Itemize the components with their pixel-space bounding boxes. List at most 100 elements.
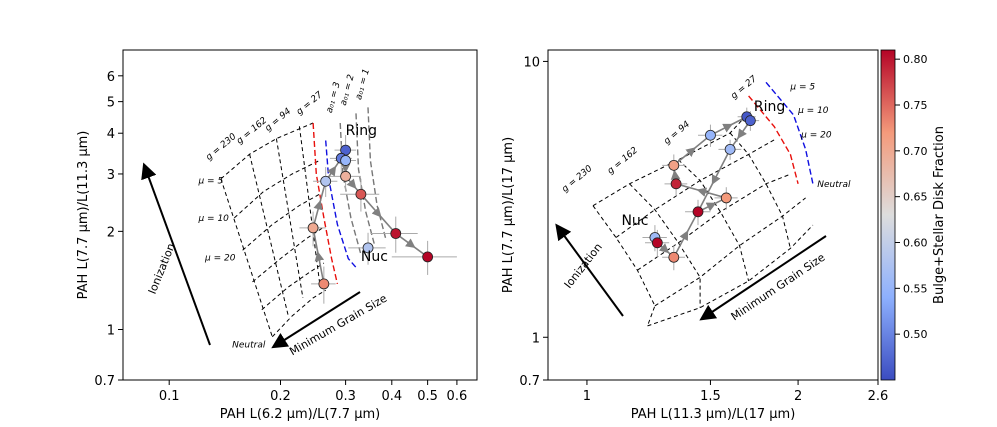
colorbar-label: Bulge+Stellar Disk Fraction [932,126,947,304]
data-point [692,206,704,218]
x-axis-label: PAH L(11.3 μm)/L(17 μm) [631,407,796,422]
data-point [651,237,663,249]
mu-label: μ = 20 [204,253,236,263]
model-grid-line [592,205,656,327]
neutral-label: Neutral [232,341,266,351]
grain-size-arrow [271,291,361,349]
grain-size-arrow [699,235,827,321]
model-grid-line [261,262,325,311]
model-dashed-curve [339,122,362,255]
x-axis-label: PAH L(6.2 μm)/L(7.7 μm) [220,407,380,422]
data-point [422,251,434,263]
g-label: g = 27 [729,74,759,101]
model-dashed-curve [325,140,357,268]
model-grid-line [637,173,791,271]
g-label: g = 27 [295,90,325,117]
x-tick-label: 1.5 [700,389,721,404]
x-tick-label: 0.5 [417,389,438,404]
y-tick-label: 5 [107,96,115,111]
ionization-arrow [141,162,211,346]
g-label: g = 162 [235,115,269,146]
model-grid-line [647,224,814,327]
mu-label: μ = 20 [800,130,832,140]
point-annotation: Ring [754,99,785,115]
y-tick-label: 1 [532,331,540,346]
data-point [670,178,682,190]
model-grid-line [298,126,320,282]
y-axis-label: PAH L(7.7 μm)/L(11.3 μm) [76,131,91,300]
data-point [705,129,716,141]
grain-size-label: Minimum Grain Size [287,292,389,359]
mu-label: μ = 5 [789,83,815,93]
g-label: g = 94 [662,119,692,146]
point-annotation: Ring [346,123,377,139]
y-tick-label: 0.7 [519,374,540,389]
model-grid-line [242,193,320,251]
model-grid-line [249,154,289,317]
y-axis-label: PAH L(7.7 μm)/L(17 μm) [501,137,516,293]
mu-label: μ = 5 [197,177,223,187]
model-grid-line [233,160,320,219]
colorbar-tick-label: 0.65 [903,191,928,204]
model-grid-line [629,183,701,308]
data-point [340,155,352,166]
x-tick-label: 1 [583,389,591,404]
model-dashed-curve [765,81,814,184]
data-point [355,188,367,200]
colorbar-tick-label: 0.75 [903,99,928,112]
data-point [307,222,319,234]
g-label: g = 230 [204,132,238,163]
x-tick-label: 0.3 [335,389,356,404]
x-tick-label: 0.1 [159,389,180,404]
model-grid-line [654,197,806,307]
x-tick-label: 0.4 [381,389,402,404]
data-point [320,175,332,187]
y-tick-label: 4 [107,127,115,142]
x-tick-label: 2 [794,389,802,404]
data-point [668,251,680,263]
colorbar-tick-label: 0.50 [903,328,928,341]
data-point [668,159,680,171]
mu-label: μ = 10 [197,214,229,224]
x-tick-label: 0.2 [270,389,291,404]
colorbar-tick-label: 0.80 [903,53,928,66]
track-segment [711,148,731,185]
data-point [318,278,330,290]
y-tick-label: 2 [107,225,115,240]
axes-frame [122,49,478,381]
ionization-label: Ionization [146,241,178,296]
neutral-label: Neutral [817,180,851,190]
a01-label: a₀₁ = 1 [354,68,372,101]
colorbar-tick-label: 0.70 [903,145,928,158]
data-point [390,228,402,239]
right-chart-panel: 1 1.5 2 2.6 0.7 1 10 PAH L(11.3 μm)/L(17 μm) PAH… [501,49,889,422]
data-point [744,115,756,127]
g-label: g = 230 [560,164,594,195]
ionization-arrow [555,223,624,317]
point-annotation: Nuc [361,249,388,265]
left-chart-panel: 0.1 0.2 0.3 0.4 0.5 0.6 0.7 1 2 3 4 5 6 PAH L(6.2 μm)… [76,49,478,422]
data-point [340,170,352,182]
y-tick-label: 1 [107,324,115,339]
y-tick-label: 10 [523,55,540,70]
colorbar-gradient [880,49,896,381]
model-dashed-curve [312,122,339,285]
model-grid-line [678,159,750,282]
g-label: g = 162 [606,145,640,176]
model-dashed-curve [748,95,799,184]
y-tick-label: 6 [107,70,115,85]
model-grid-line [592,112,749,207]
model-dashed-curve [367,107,387,239]
model-grid-line [252,227,323,283]
x-tick-label: 0.6 [447,389,468,404]
data-point [724,143,736,155]
model-grid-line [275,138,304,298]
y-tick-label: 3 [107,168,115,183]
y-tick-label: 0.7 [94,374,115,389]
x-tick-label: 2.6 [868,389,889,404]
model-grid-line [271,289,326,338]
mu-label: μ = 10 [797,106,829,116]
g-label: g = 94 [263,106,293,133]
data-point [362,242,374,254]
